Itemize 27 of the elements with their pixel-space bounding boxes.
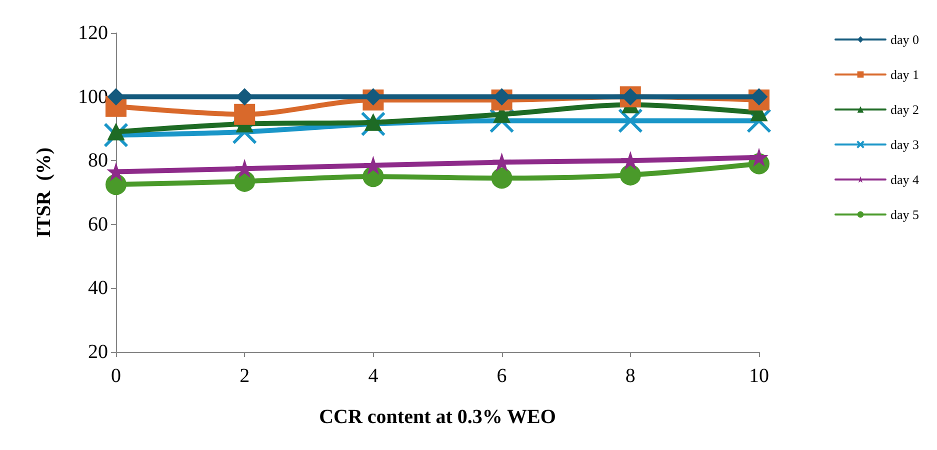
legend-label: day 0 bbox=[890, 32, 920, 47]
point bbox=[493, 154, 510, 171]
y-tick-label: 80 bbox=[88, 150, 108, 172]
y-tick-label: 40 bbox=[88, 277, 108, 300]
y-tick-label: 20 bbox=[88, 341, 108, 363]
point bbox=[108, 88, 124, 106]
legend-label: day 1 bbox=[890, 67, 920, 82]
legend-label: day 5 bbox=[890, 207, 920, 222]
point bbox=[108, 163, 124, 180]
point bbox=[108, 123, 124, 140]
point bbox=[364, 114, 382, 131]
x-tick-label: 0 bbox=[111, 365, 121, 387]
point bbox=[620, 164, 641, 186]
x-axis-title: CCR content at 0.3% WEO bbox=[319, 406, 556, 428]
point bbox=[234, 104, 256, 125]
point bbox=[491, 168, 512, 189]
x-tick-label: 8 bbox=[625, 365, 636, 387]
y-tick-label: 60 bbox=[88, 213, 108, 236]
x-tick-label: 2 bbox=[240, 365, 250, 387]
y-tick-label: 120 bbox=[78, 22, 108, 44]
legend-label: day 3 bbox=[890, 137, 920, 152]
x-tick-label: 10 bbox=[749, 365, 769, 387]
x-tick-label: 4 bbox=[368, 365, 378, 387]
y-axis-title: ITSR (%) bbox=[33, 147, 55, 238]
legend-label: day 2 bbox=[890, 102, 920, 117]
legend-label: day 4 bbox=[890, 172, 920, 187]
x-tick-label: 6 bbox=[496, 365, 507, 387]
